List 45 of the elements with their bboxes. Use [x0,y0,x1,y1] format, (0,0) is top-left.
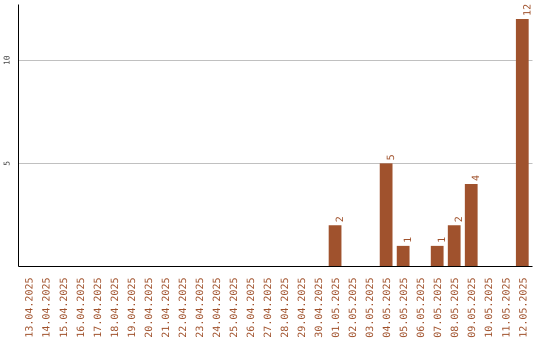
x-tick-label: 25.04.2025 [228,277,240,338]
x-tick-label: 30.04.2025 [314,277,326,338]
bar [464,184,478,266]
x-tick-label: 17.04.2025 [92,277,104,338]
x-tick-label: 23.04.2025 [194,277,206,338]
x-tick-label: 27.04.2025 [262,277,274,338]
x-tick-label: 12.05.2025 [518,277,530,338]
x-tick-label: 29.04.2025 [297,277,308,338]
x-tick-label: 14.04.2025 [42,277,53,338]
x-tick-label: 06.05.2025 [416,277,428,338]
x-tick-label: 07.05.2025 [433,277,444,338]
bar [328,225,342,266]
x-tick-label: 08.05.2025 [450,277,462,338]
data-label: 1 [437,236,448,243]
x-tick-label: 16.04.2025 [76,277,87,338]
x-tick-label: 18.04.2025 [110,277,121,338]
data-label: 5 [386,154,398,160]
x-tick-label: 13.04.2025 [24,277,36,338]
x-tick-label: 11.05.2025 [501,277,512,338]
bar [380,163,393,266]
x-tick-label: 21.04.2025 [160,277,172,338]
x-tick-label: 05.05.2025 [399,277,410,338]
x-tick-label: 10.05.2025 [484,277,496,338]
x-tick-label: 19.04.2025 [126,277,138,338]
x-tick-label: 15.04.2025 [58,277,70,338]
bar [396,246,410,266]
x-tick-label: 04.05.2025 [382,277,394,338]
y-tick-label: 10 [2,55,12,66]
data-label: 2 [335,216,346,222]
x-tick-label: 03.05.2025 [365,277,376,338]
data-label: 4 [471,174,482,181]
x-tick-label: 01.05.2025 [331,277,342,338]
data-label: 2 [454,216,466,222]
x-tick-label: 02.05.2025 [348,277,360,338]
x-tick-label: 28.04.2025 [280,277,292,338]
bar [448,225,461,266]
x-tick-label: 24.04.2025 [212,277,223,338]
bar [516,18,529,266]
x-tick-label: 09.05.2025 [467,277,478,338]
data-label: 1 [403,236,414,243]
data-label: 12 [522,4,534,16]
x-tick-label: 20.04.2025 [144,277,155,338]
x-tick-label: 26.04.2025 [246,277,257,338]
x-tick-label: 22.04.2025 [178,277,189,338]
bar [430,246,444,266]
